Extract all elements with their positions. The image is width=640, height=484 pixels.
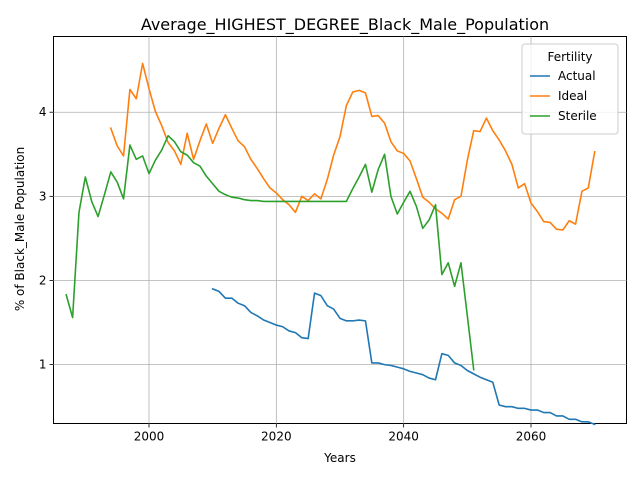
- chart-title: Average_HIGHEST_DEGREE_Black_Male_Popula…: [141, 15, 549, 35]
- y-tick-label: 3: [39, 189, 47, 203]
- legend-items: Actual Ideal Sterile: [530, 69, 597, 123]
- x-tick-label: 2020: [261, 430, 292, 444]
- x-tick-label: 2000: [134, 430, 165, 444]
- grid-lines: [53, 36, 627, 424]
- y-tick-label: 4: [39, 105, 47, 119]
- series-line-sterile: [65, 134, 475, 371]
- legend-label-actual: Actual: [558, 69, 596, 83]
- plot-area-frame: [53, 36, 627, 424]
- legend-box: [521, 43, 619, 135]
- series-line-ideal: [109, 62, 596, 231]
- legend-label-sterile: Sterile: [558, 109, 597, 123]
- y-axis-label: % of Black_Male Population: [13, 147, 27, 311]
- series-lines: [65, 62, 596, 426]
- y-tick-label: 1: [39, 358, 47, 372]
- axis-ticks: 2000 2020 2040 2060 1 2 3 4: [39, 105, 546, 443]
- x-tick-label: 2040: [388, 430, 419, 444]
- series-line-actual: [211, 287, 596, 426]
- x-tick-label: 2060: [516, 430, 547, 444]
- legend: Fertility Actual Ideal Sterile: [521, 43, 619, 135]
- y-tick-label: 2: [39, 273, 47, 287]
- legend-title: Fertility: [547, 50, 592, 64]
- legend-label-ideal: Ideal: [558, 89, 587, 103]
- x-axis-label: Years: [323, 451, 356, 465]
